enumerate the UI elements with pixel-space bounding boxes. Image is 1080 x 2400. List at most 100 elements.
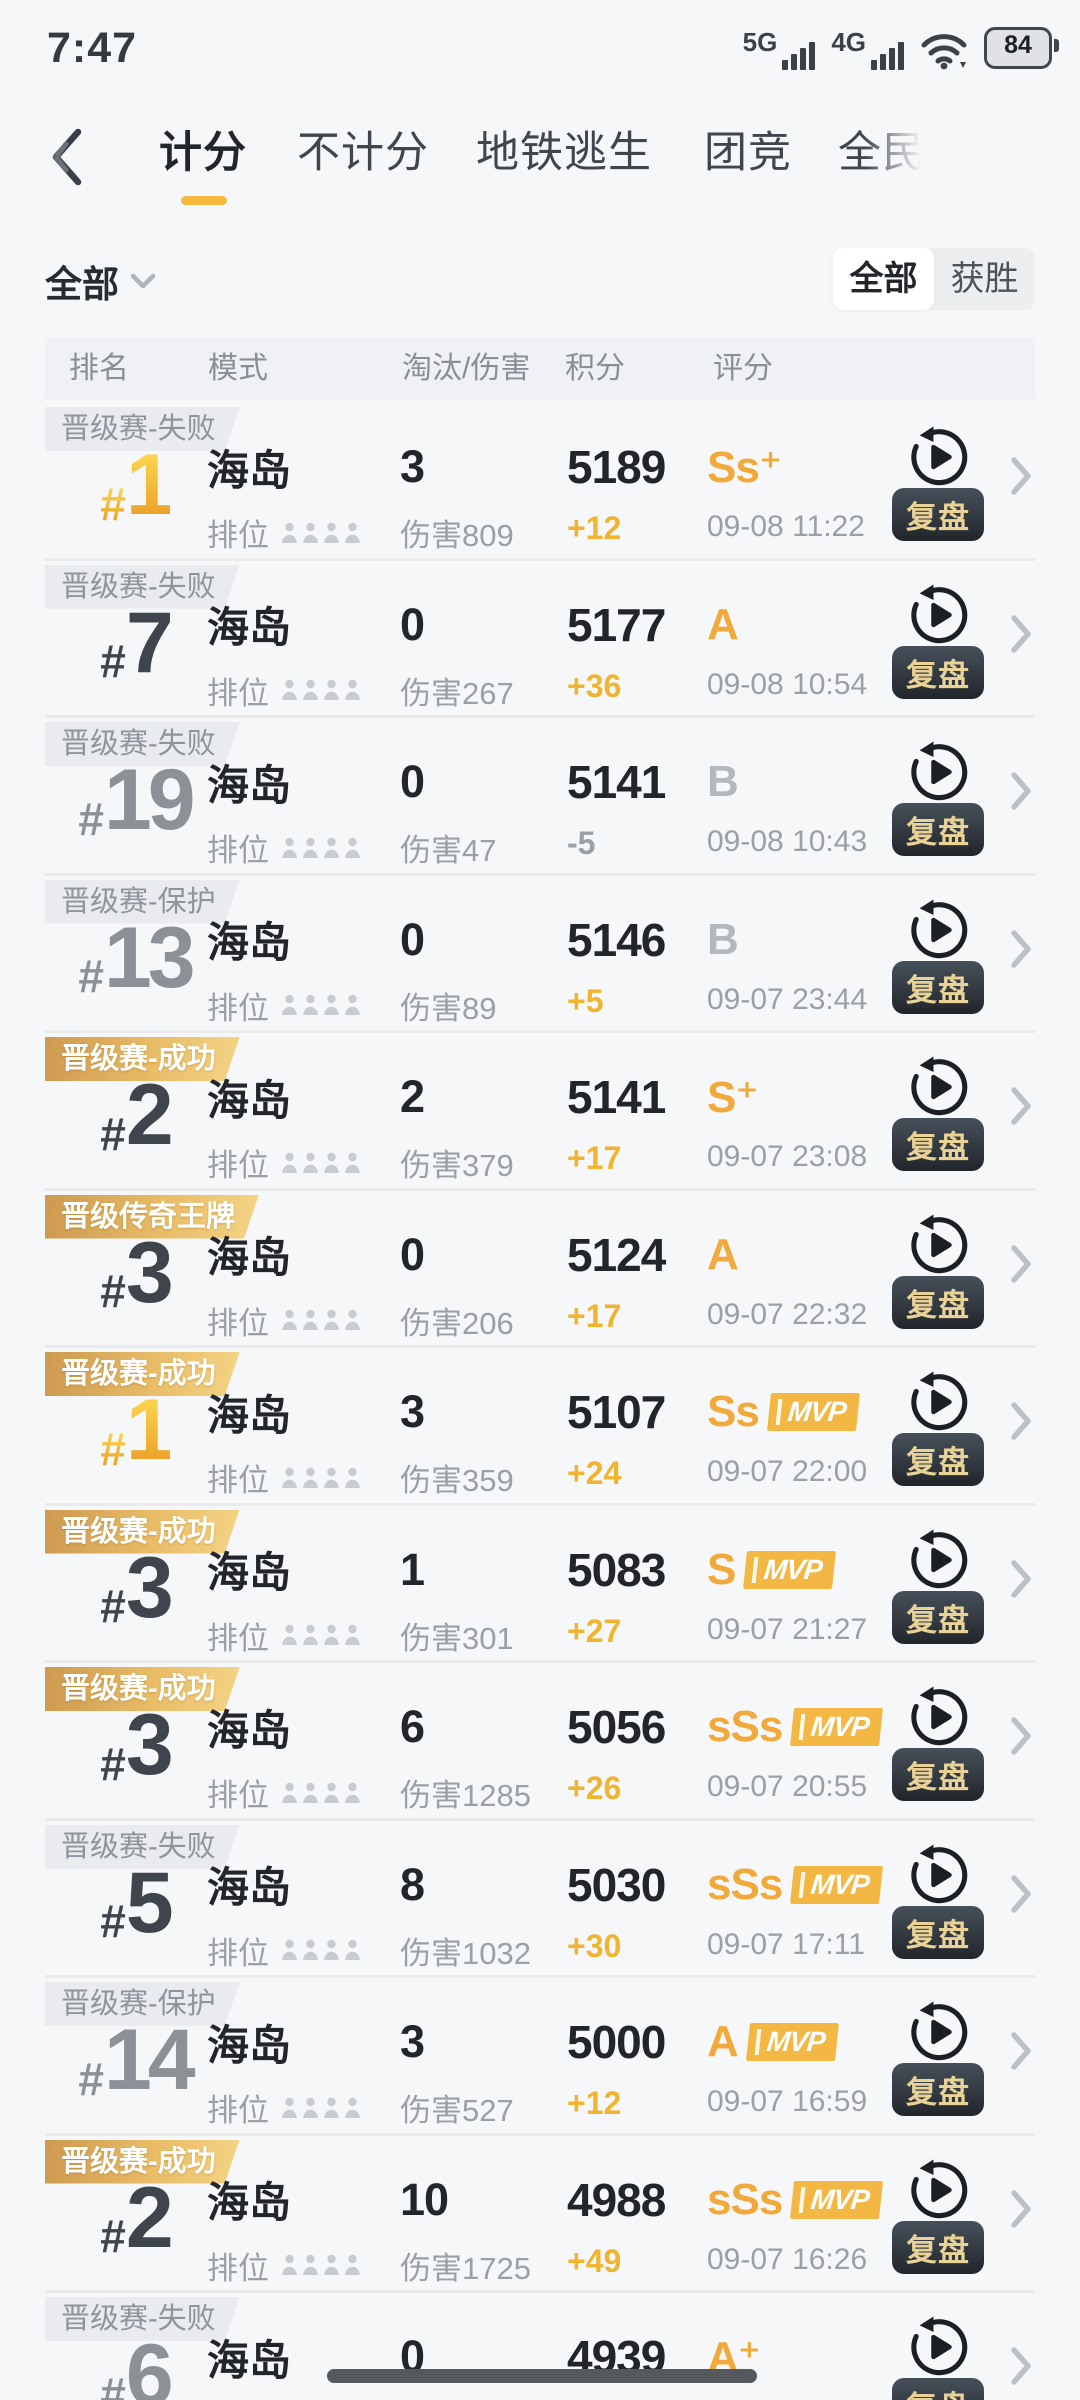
match-row[interactable]: 晋级赛-成功 #2 海岛 排位 2 伤害379 5141 +17 — [0, 1030, 1080, 1188]
match-row[interactable]: 晋级赛-失败 #19 海岛 排位 0 伤害47 5141 -5 — [0, 715, 1080, 873]
ranked-label: 排位 — [207, 1463, 269, 1498]
chevron-right-icon — [1011, 2189, 1031, 2228]
match-row[interactable]: 晋级赛-成功 #1 海岛 排位 3 伤害359 5107 +24 — [0, 1345, 1080, 1503]
table-header: 排名 模式 淘汰/伤害 积分 评分 — [45, 338, 1035, 400]
replay-label: 复盘 — [892, 1433, 984, 1486]
match-row[interactable]: 晋级赛-失败 #7 海岛 排位 0 伤害267 5177 +36 — [0, 557, 1080, 716]
replay-label: 复盘 — [892, 1275, 984, 1329]
rating-grade: B — [707, 757, 739, 806]
result-badge: 晋级传奇王牌 — [45, 1195, 259, 1239]
person-icon — [282, 522, 297, 543]
match-row[interactable]: 晋级赛-失败 #5 海岛 排位 8 伤害1032 5030 +30 — [0, 1817, 1080, 1976]
person-icon — [345, 2254, 360, 2275]
person-icon — [345, 679, 360, 700]
replay-icon — [911, 1371, 968, 1431]
score-value: 5141 — [567, 756, 666, 808]
replay-button[interactable]: 复盘 — [888, 584, 1004, 704]
top-nav: 计分 不计分 地铁逃生 团竞 全民 — [0, 104, 1080, 214]
chevron-right-icon — [1011, 1087, 1031, 1125]
home-indicator[interactable] — [327, 2369, 757, 2383]
squad-icons — [281, 522, 361, 544]
person-icon — [345, 837, 360, 858]
score-value: 5056 — [567, 1701, 666, 1753]
col-header-kills: 淘汰/伤害 — [402, 352, 531, 385]
match-row[interactable]: 晋级赛-成功 #2 海岛 排位 10 伤害1725 4988 +49 — [0, 2132, 1080, 2291]
squad-icons — [281, 1309, 361, 1331]
match-row[interactable]: 晋级传奇王牌 #3 海岛 排位 0 伤害206 5124 +17 — [0, 1187, 1080, 1346]
replay-button[interactable]: 复盘 — [888, 1844, 1004, 1964]
kills-value: 10 — [400, 2173, 449, 2225]
person-icon — [345, 994, 360, 1015]
rating-grade: sSs — [707, 1702, 783, 1751]
match-date: 09-08 10:54 — [707, 667, 868, 701]
score-delta: +26 — [567, 1770, 622, 1806]
mode-label: 海岛 — [207, 2336, 292, 2384]
result-badge: 晋级赛-失败 — [45, 2297, 240, 2341]
rating-grade: sSs — [707, 1859, 783, 1909]
rating-grade: sSs — [707, 2174, 783, 2224]
mode-filter-dropdown[interactable]: 全部 — [45, 254, 157, 308]
squad-icons — [281, 1467, 361, 1489]
match-date: 09-07 22:00 — [707, 1455, 868, 1488]
replay-button[interactable]: 复盘 — [888, 426, 1004, 546]
result-badge: 晋级赛-成功 — [45, 1510, 240, 1554]
replay-icon — [911, 1214, 968, 1273]
match-list: 晋级赛-失败 #1 海岛 排位 3 伤害809 5189 +12 — [0, 400, 1080, 2400]
person-icon — [324, 1309, 339, 1330]
person-icon — [282, 1782, 297, 1803]
score-delta: +49 — [567, 2242, 622, 2279]
person-icon — [303, 1624, 318, 1645]
replay-button[interactable]: 复盘 — [888, 741, 1004, 861]
replay-button[interactable]: 复盘 — [888, 1529, 1004, 1649]
tab-metro-escape[interactable]: 地铁逃生 — [476, 129, 652, 177]
match-date: 09-07 23:44 — [707, 982, 868, 1016]
person-icon — [345, 1624, 360, 1645]
ranked-label: 排位 — [207, 1305, 269, 1341]
chevron-right-icon — [1011, 1244, 1031, 1283]
segment-all[interactable]: 全部 — [833, 248, 934, 310]
person-icon — [324, 994, 339, 1015]
person-icon — [324, 679, 339, 700]
filter-row: 全部 全部 获胜 — [0, 246, 1080, 316]
rank-value: #2 — [100, 2169, 173, 2266]
rank-value: #2 — [100, 1067, 173, 1163]
wifi-icon — [921, 34, 967, 70]
damage-value: 伤害379 — [400, 1148, 514, 1183]
replay-button[interactable]: 复盘 — [888, 2159, 1004, 2279]
damage-value: 伤害1032 — [400, 1935, 531, 1971]
replay-icon — [911, 1529, 968, 1588]
replay-button[interactable]: 复盘 — [888, 1214, 1004, 1334]
squad-icons — [281, 1152, 361, 1174]
tab-unscored[interactable]: 不计分 — [297, 129, 429, 177]
squad-icons — [281, 837, 361, 859]
tab-scored[interactable]: 计分 — [159, 129, 247, 177]
replay-button[interactable]: 复盘 — [888, 2001, 1004, 2121]
person-icon — [282, 1467, 297, 1488]
match-row[interactable]: 晋级赛-失败 #1 海岛 排位 3 伤害809 5189 +12 — [0, 400, 1080, 558]
score-value: 5141 — [567, 1071, 666, 1123]
person-icon — [324, 1467, 339, 1488]
person-icon — [303, 522, 318, 543]
replay-button[interactable]: 复盘 — [888, 899, 1004, 1019]
match-date: 09-08 11:22 — [707, 510, 865, 543]
tab-team-deathmatch[interactable]: 团竞 — [704, 129, 792, 177]
replay-button[interactable]: 复盘 — [888, 1371, 1004, 1491]
segment-wins[interactable]: 获胜 — [950, 260, 1019, 298]
replay-button[interactable]: 复盘 — [888, 1056, 1004, 1176]
replay-button[interactable]: 复盘 — [888, 2316, 1004, 2400]
replay-button[interactable]: 复盘 — [888, 1686, 1004, 1806]
match-row[interactable]: 晋级赛-成功 #3 海岛 排位 6 伤害1285 5056 +26 — [0, 1660, 1080, 1818]
rank-value: #7 — [100, 594, 173, 691]
person-icon — [303, 1939, 318, 1960]
match-row[interactable]: 晋级赛-成功 #3 海岛 排位 1 伤害301 5083 +27 — [0, 1502, 1080, 1661]
chevron-down-icon — [130, 273, 156, 289]
back-button[interactable] — [46, 126, 86, 188]
chevron-right-icon — [1011, 929, 1031, 968]
mvp-badge: MVP — [766, 1393, 860, 1431]
match-row[interactable]: 晋级赛-保护 #14 海岛 排位 3 伤害527 5000 +12 — [0, 1975, 1080, 2133]
tab-all-star[interactable]: 全民 — [838, 118, 926, 180]
mvp-badge: MVP — [790, 1708, 883, 1746]
match-row[interactable]: 晋级赛-失败 #6 海岛 排位 0 伤害133 4939 +33 — [0, 2290, 1080, 2400]
match-row[interactable]: 晋级赛-保护 #13 海岛 排位 0 伤害89 5146 +5 — [0, 872, 1080, 1031]
ranked-label: 排位 — [207, 990, 269, 1026]
